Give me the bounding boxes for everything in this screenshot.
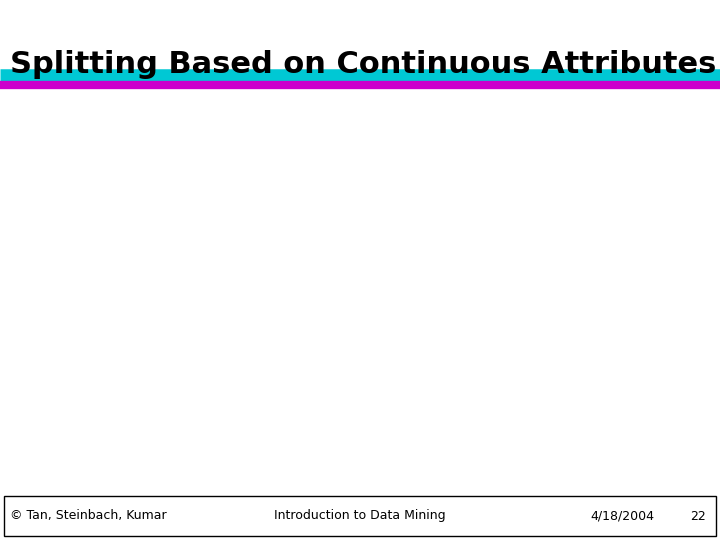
- Text: Introduction to Data Mining: Introduction to Data Mining: [274, 510, 446, 523]
- Text: Splitting Based on Continuous Attributes: Splitting Based on Continuous Attributes: [10, 50, 716, 79]
- Text: 4/18/2004: 4/18/2004: [590, 510, 654, 523]
- Text: © Tan, Steinbach, Kumar: © Tan, Steinbach, Kumar: [10, 510, 166, 523]
- Bar: [4, 496, 716, 536]
- Text: 22: 22: [690, 510, 706, 523]
